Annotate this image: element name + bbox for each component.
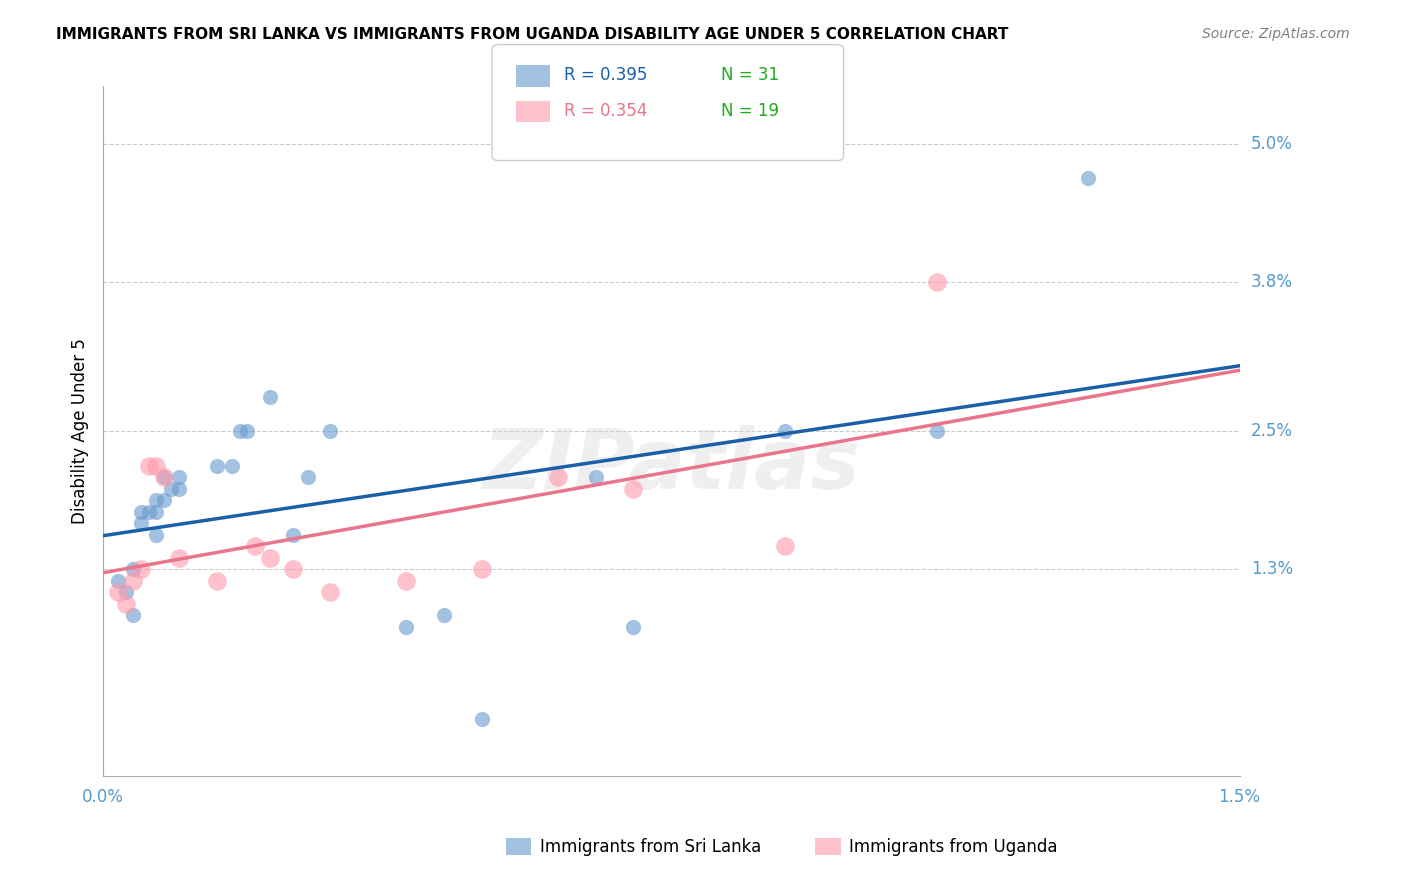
Point [319, 585, 342, 599]
Point [160, 482, 183, 496]
Point [138, 458, 160, 473]
Point [243, 539, 266, 553]
Point [122, 574, 145, 588]
Point [773, 539, 796, 553]
Point [167, 470, 190, 484]
Point [1077, 171, 1099, 186]
Text: ZIPatlas: ZIPatlas [482, 425, 860, 507]
Point [205, 574, 228, 588]
Point [228, 424, 250, 438]
Text: Source: ZipAtlas.com: Source: ZipAtlas.com [1202, 27, 1350, 41]
Text: 3.8%: 3.8% [1251, 273, 1294, 291]
Point [129, 505, 152, 519]
Point [471, 712, 494, 726]
Text: 0.0%: 0.0% [82, 788, 124, 805]
Point [145, 527, 167, 541]
Point [395, 574, 418, 588]
Point [925, 275, 948, 289]
Point [115, 597, 138, 611]
Point [115, 585, 138, 599]
Point [145, 505, 167, 519]
Point [138, 505, 160, 519]
Point [395, 620, 418, 634]
Point [152, 493, 174, 508]
Point [281, 527, 304, 541]
Point [547, 470, 569, 484]
Text: R = 0.354: R = 0.354 [564, 102, 647, 120]
Point [236, 424, 259, 438]
Point [152, 470, 174, 484]
Point [773, 424, 796, 438]
Point [221, 458, 243, 473]
Text: Immigrants from Uganda: Immigrants from Uganda [849, 838, 1057, 855]
Point [259, 550, 281, 565]
Point [433, 608, 456, 623]
Point [107, 574, 129, 588]
Point [297, 470, 319, 484]
Point [122, 562, 145, 576]
Y-axis label: Disability Age Under 5: Disability Age Under 5 [72, 338, 89, 524]
Point [471, 562, 494, 576]
Point [167, 550, 190, 565]
Point [129, 562, 152, 576]
Text: R = 0.395: R = 0.395 [564, 66, 647, 84]
Point [205, 458, 228, 473]
Point [585, 470, 607, 484]
Text: 1.3%: 1.3% [1251, 560, 1294, 578]
Point [152, 470, 174, 484]
Point [129, 516, 152, 531]
Point [259, 390, 281, 404]
Text: N = 19: N = 19 [721, 102, 779, 120]
Point [145, 458, 167, 473]
Point [623, 482, 645, 496]
Text: Immigrants from Sri Lanka: Immigrants from Sri Lanka [540, 838, 761, 855]
Text: IMMIGRANTS FROM SRI LANKA VS IMMIGRANTS FROM UGANDA DISABILITY AGE UNDER 5 CORRE: IMMIGRANTS FROM SRI LANKA VS IMMIGRANTS … [56, 27, 1008, 42]
Point [107, 585, 129, 599]
Point [145, 493, 167, 508]
Text: 5.0%: 5.0% [1251, 135, 1292, 153]
Text: N = 31: N = 31 [721, 66, 779, 84]
Point [319, 424, 342, 438]
Text: 2.5%: 2.5% [1251, 422, 1294, 441]
Point [167, 482, 190, 496]
Point [122, 608, 145, 623]
Point [623, 620, 645, 634]
Text: 1.5%: 1.5% [1219, 788, 1261, 805]
Point [281, 562, 304, 576]
Point [925, 424, 948, 438]
